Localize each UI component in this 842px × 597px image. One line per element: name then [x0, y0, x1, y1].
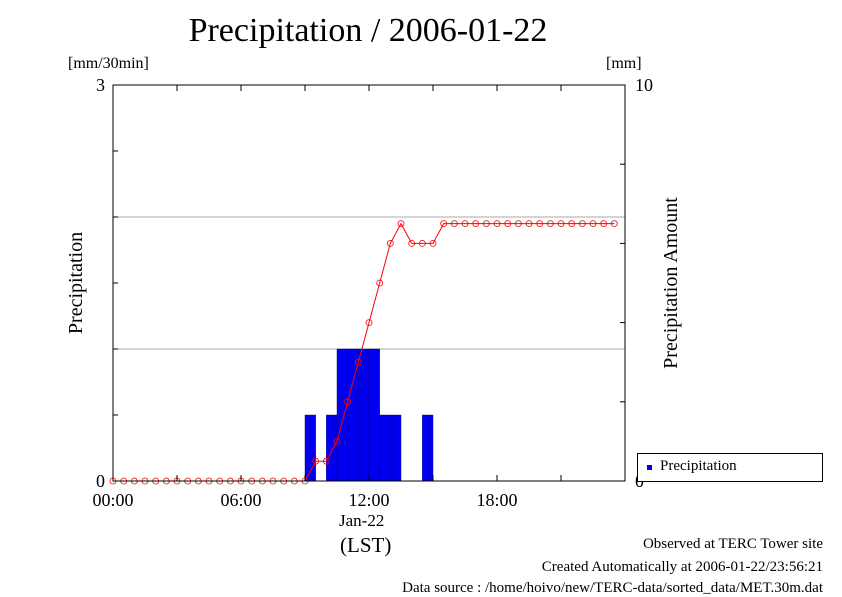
line-point [333, 437, 341, 445]
line-point [525, 220, 533, 228]
bar [358, 348, 370, 482]
line-point [429, 239, 437, 247]
right-axis-unit: [mm] [606, 55, 642, 72]
x-tick-label: 00:00 [92, 490, 133, 510]
y-axis-title-right: Precipitation Amount [660, 197, 682, 369]
line-point [418, 239, 426, 247]
chart-title: Precipitation / 2006-01-22 [188, 12, 548, 49]
line-point [514, 220, 522, 228]
x-axis-date-label: Jan-22 [339, 511, 385, 530]
footer-source: Data source : /home/hoivo/new/TERC-data/… [402, 580, 823, 596]
line-point [504, 220, 512, 228]
y-axis-title-left: Precipitation [65, 232, 87, 334]
bar [326, 414, 338, 482]
line-point [493, 220, 501, 228]
bar [336, 348, 348, 482]
line-point [365, 319, 373, 327]
line-point [472, 220, 480, 228]
bar [379, 414, 391, 482]
line-point [546, 220, 554, 228]
y-tick-label-right: 10 [635, 75, 653, 95]
y-tick-label-left: 3 [96, 75, 105, 95]
footer-created: Created Automatically at 2006-01-22/23:5… [541, 559, 823, 575]
bar [390, 414, 402, 482]
x-tick-label: 12:00 [348, 490, 389, 510]
line-point [600, 220, 608, 228]
footer-observed: Observed at TERC Tower site [642, 536, 823, 552]
legend-swatch [647, 465, 652, 470]
bar [422, 414, 434, 482]
y-tick-label-left: 0 [96, 471, 105, 491]
line-point [376, 279, 384, 287]
line-point [312, 457, 320, 465]
line-point [344, 398, 352, 406]
line-point [461, 220, 469, 228]
x-axis-timezone-label: (LST) [340, 533, 392, 557]
line-point [536, 220, 544, 228]
line-point [610, 220, 618, 228]
x-tick-label: 06:00 [220, 490, 261, 510]
line-point [568, 220, 576, 228]
legend-label: Precipitation [660, 458, 737, 474]
line-point [450, 220, 458, 228]
x-tick-label: 18:00 [476, 490, 517, 510]
legend: Precipitation [637, 453, 823, 482]
bar [368, 348, 380, 482]
line-point [386, 239, 394, 247]
line-point [589, 220, 597, 228]
line-point [482, 220, 490, 228]
line-point [354, 358, 362, 366]
line-point [408, 239, 416, 247]
left-axis-unit: [mm/30min] [68, 55, 149, 72]
line-point [578, 220, 586, 228]
line-point [440, 220, 448, 228]
line-point [397, 220, 405, 228]
line-point [322, 457, 330, 465]
line-point [557, 220, 565, 228]
